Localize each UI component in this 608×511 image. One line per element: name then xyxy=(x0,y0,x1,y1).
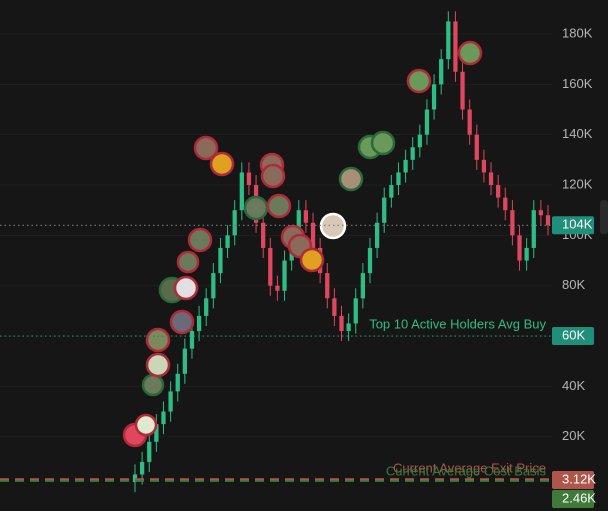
avatar[interactable] xyxy=(145,327,171,353)
candle-body xyxy=(239,172,244,211)
y-tick-label: 140K xyxy=(562,126,593,141)
candle-body xyxy=(282,260,287,291)
candle-body xyxy=(467,109,472,135)
candle-body xyxy=(339,315,344,332)
candle-body xyxy=(410,147,415,160)
avatar[interactable] xyxy=(173,275,199,301)
price-line-text: Current Average Exit Price xyxy=(393,460,546,475)
candle-body xyxy=(211,273,216,299)
trade-avatars xyxy=(122,40,483,448)
candle-body xyxy=(196,315,202,332)
candle-body xyxy=(545,215,551,226)
price-label: 2.46K xyxy=(562,490,596,505)
candle-body xyxy=(496,185,501,198)
candle-body xyxy=(524,247,529,261)
candle-body xyxy=(325,273,330,299)
candle-body xyxy=(296,210,301,236)
candle-body xyxy=(225,235,230,248)
candle-body xyxy=(139,461,145,475)
candle-body xyxy=(417,134,422,148)
price-label: 60K xyxy=(562,327,585,342)
avatar[interactable] xyxy=(145,352,171,378)
y-tick-label: 40K xyxy=(562,378,585,393)
avatar[interactable] xyxy=(299,247,325,273)
y-tick-label: 80K xyxy=(562,277,585,292)
avatar[interactable] xyxy=(406,68,432,94)
candle-body xyxy=(460,71,465,110)
avatar[interactable] xyxy=(338,166,364,192)
candle-body xyxy=(268,247,273,286)
avatar[interactable] xyxy=(260,163,286,189)
price-label: 3.12K xyxy=(562,471,596,486)
candle-body xyxy=(481,159,487,173)
price-label-box xyxy=(552,471,594,489)
candle-body xyxy=(189,331,195,349)
candle-body xyxy=(182,348,187,374)
price-label: 104K xyxy=(562,217,593,232)
candle-body xyxy=(389,185,394,198)
avatar[interactable] xyxy=(169,309,195,335)
candle-body xyxy=(510,210,515,236)
candle-body xyxy=(161,411,166,425)
candle-body xyxy=(396,172,401,186)
avatar[interactable] xyxy=(176,250,200,274)
price-label-box xyxy=(552,327,594,346)
candle-body xyxy=(218,247,223,274)
candle-body xyxy=(446,21,451,60)
candle-body xyxy=(488,172,494,186)
candle-body xyxy=(346,323,351,332)
candle-body xyxy=(246,172,252,186)
price-line-text: Current Average Cost Basis xyxy=(386,463,547,478)
candle-body xyxy=(360,273,365,299)
side-handle[interactable] xyxy=(600,200,608,234)
y-tick-label: 160K xyxy=(562,76,593,91)
candle-body xyxy=(503,197,508,211)
y-tick-label: 20K xyxy=(562,428,585,443)
avatar[interactable] xyxy=(209,151,235,177)
price-label-box xyxy=(552,490,594,508)
candle-body xyxy=(374,222,380,248)
candle-body xyxy=(175,373,180,392)
candle-body xyxy=(168,391,173,412)
avatar[interactable] xyxy=(370,130,396,156)
price-label-box xyxy=(552,216,594,235)
candle-body xyxy=(517,235,522,261)
candle-body xyxy=(403,159,408,173)
candle-body xyxy=(154,424,159,442)
candle-body xyxy=(531,210,536,248)
candle-body xyxy=(232,210,237,236)
y-tick-label: 120K xyxy=(562,176,593,191)
candle-body xyxy=(275,285,280,291)
y-tick-label: 180K xyxy=(562,25,593,40)
avatar[interactable] xyxy=(457,40,483,66)
candle-body xyxy=(367,247,373,274)
avatar[interactable] xyxy=(187,227,213,253)
candle-body xyxy=(204,298,209,316)
avatar[interactable] xyxy=(243,195,269,221)
candle-body xyxy=(261,222,266,248)
candle-body xyxy=(147,441,152,462)
candle-body xyxy=(424,109,430,135)
avatar[interactable] xyxy=(266,193,292,219)
candle-body xyxy=(474,134,479,160)
candle-body xyxy=(382,197,387,223)
price-line-text: Top 10 Active Holders Avg Buy xyxy=(369,316,546,331)
avatar[interactable] xyxy=(141,373,165,397)
candle-body xyxy=(431,84,437,110)
candle-body xyxy=(453,21,458,72)
candle-body xyxy=(439,59,444,85)
avatar[interactable] xyxy=(193,135,219,161)
candle-body xyxy=(303,210,309,223)
avatar[interactable] xyxy=(319,212,347,240)
candle-body xyxy=(538,210,544,216)
candle-body xyxy=(332,298,337,316)
avatar[interactable] xyxy=(134,413,158,437)
candle-body xyxy=(353,298,358,324)
candle-body xyxy=(310,222,316,248)
